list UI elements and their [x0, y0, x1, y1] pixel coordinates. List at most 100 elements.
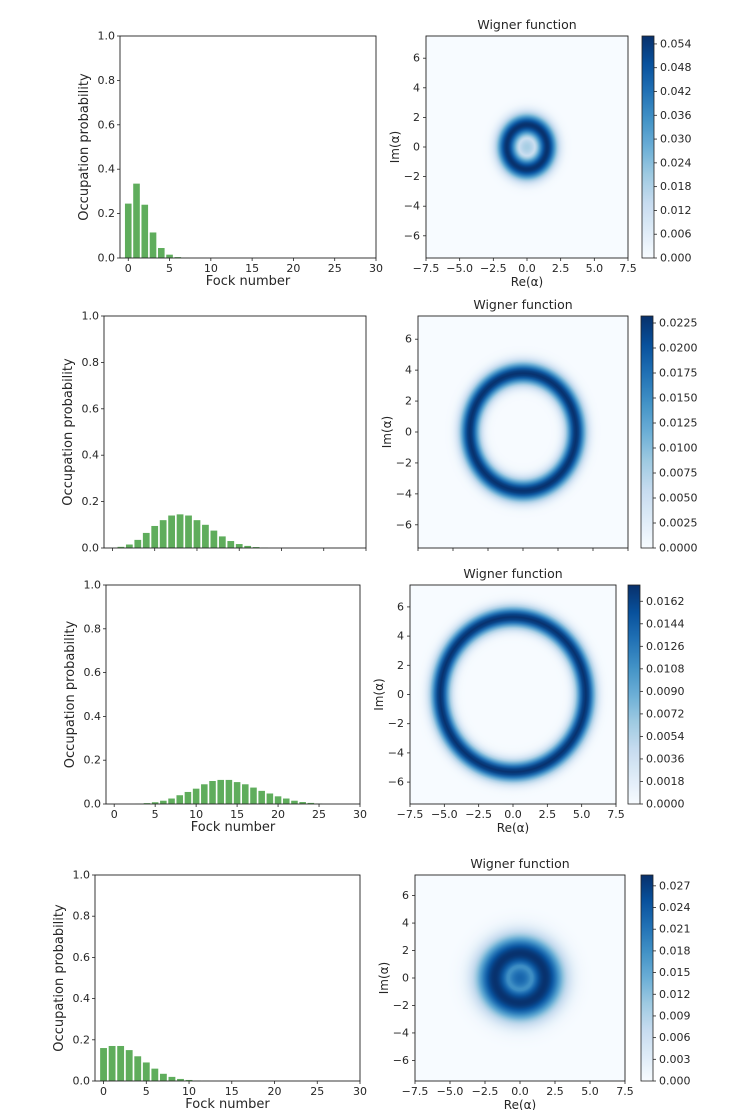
y-tick-label: −2 [404, 170, 420, 183]
y-tick-label: 2 [397, 659, 404, 672]
colorbar-tick-label: 0.0050 [659, 492, 698, 505]
colorbar-tick-label: 0.0075 [659, 467, 698, 480]
y-tick-label: −6 [388, 776, 404, 789]
x-tick-label: 0.0 [511, 1085, 529, 1098]
colorbar-tick-label: 0.0000 [646, 798, 685, 811]
bar-fock-4 [142, 532, 150, 548]
wigner-ring [408, 583, 618, 806]
x-tick-label: 0.0 [518, 262, 536, 275]
y-tick-label: 0.2 [98, 207, 116, 220]
bar-fock-15 [233, 782, 241, 804]
occupation-chart-6: 0.0 0.2 0.4 0.6 0.8 1.0 0 5 10 15 20 25 30 Fock numbe… [52, 869, 367, 1110]
x-tick-label: 30 [369, 262, 383, 275]
bar-fock-2 [117, 1045, 125, 1081]
colorbar-tick-label: 0.000 [660, 252, 692, 265]
y-tick-label: −4 [396, 487, 412, 500]
colorbar-tick-label: 0.012 [659, 988, 691, 1001]
wigner-ring [434, 893, 606, 1063]
colorbar-tick-label: 0.0000 [659, 542, 698, 555]
y-tick-label: −4 [388, 746, 404, 759]
x-tick-label: 15 [225, 1085, 239, 1098]
y-tick-label: −6 [393, 1054, 409, 1067]
y-tick-label: 1.0 [98, 30, 116, 43]
bar-fock-21 [282, 798, 290, 804]
colorbar-tick-label: 0.0036 [646, 752, 685, 765]
x-tick-label: 2.5 [539, 808, 557, 821]
bar-fock-12 [210, 530, 218, 548]
colorbar-tick-label: 0.048 [660, 61, 692, 74]
colorbar-tick-label: 0.042 [660, 85, 692, 98]
bar-fock-5 [142, 1062, 150, 1081]
x-tick-label: 20 [268, 1085, 282, 1098]
y-axis-label: Im(α) [377, 962, 391, 995]
colorbar-tick-label: 0.0144 [646, 617, 685, 630]
y-tick-label: 2 [405, 395, 412, 408]
x-tick-label: 20 [271, 808, 285, 821]
x-tick-label: 15 [230, 808, 244, 821]
x-axis-label: Re(α) [511, 275, 543, 289]
colorbar-tick-label: 0.006 [659, 1031, 691, 1044]
y-tick-label: 0.6 [98, 118, 116, 131]
wigner-plot-5: Wigner function 6 4 2 0 −2 −4 −6 −7.5 −5.0 −2.5 0.0… [372, 566, 625, 835]
y-axis-label: Occupation probability [63, 621, 78, 769]
bar-fock-5 [166, 254, 173, 258]
colorbar-tick-label: 0.0090 [646, 685, 685, 698]
x-tick-label: 5.0 [586, 262, 604, 275]
y-axis-label: Occupation probability [52, 904, 67, 1052]
x-axis-label: Fock number [191, 820, 276, 835]
colorbar-tick-label: 0.0150 [659, 392, 698, 405]
y-tick-label: −4 [393, 1026, 409, 1039]
colorbar-tick-label: 0.024 [660, 156, 692, 169]
bar-fock-20 [274, 796, 282, 804]
bar-fock-7 [159, 1073, 167, 1081]
x-tick-label: −2.5 [465, 808, 492, 821]
y-tick-label: 0.4 [73, 992, 91, 1005]
x-tick-label: 2.5 [552, 262, 570, 275]
x-tick-label: 30 [353, 1085, 367, 1098]
plot-title: Wigner function [477, 17, 576, 32]
bar-fock-4 [134, 1056, 142, 1081]
y-tick-label: 0.8 [84, 622, 102, 635]
x-tick-label: 5 [143, 1085, 150, 1098]
y-tick-label: 4 [405, 364, 412, 377]
y-tick-label: 0.8 [82, 356, 100, 369]
colorbar-tick-label: 0.0054 [646, 730, 685, 743]
colorbar-tick-label: 0.027 [659, 879, 691, 892]
colorbar-tick-label: 0.0126 [646, 640, 685, 653]
bar-fock-3 [149, 232, 157, 258]
y-tick-label: 0.0 [73, 1075, 91, 1088]
bar-fock-6 [160, 800, 167, 804]
plot-title: Wigner function [473, 297, 572, 312]
bar-fock-12 [209, 781, 216, 804]
bar-fock-11 [202, 524, 209, 548]
colorbar-tick-label: 0.009 [659, 1009, 691, 1022]
bar-fock-17 [250, 787, 257, 804]
x-tick-label: 0 [111, 808, 118, 821]
y-tick-label: 6 [413, 52, 420, 65]
y-tick-label: −2 [388, 717, 404, 730]
y-tick-label: 1.0 [84, 579, 102, 592]
x-tick-label: 25 [312, 808, 326, 821]
bar-fock-1 [117, 546, 125, 548]
y-tick-label: 0 [397, 688, 404, 701]
colorbar-tick-label: 0.036 [660, 109, 692, 122]
wigner-plot-3: Wigner function 6 4 2 0 −2 −4 −6 Im(α) [380, 297, 629, 551]
x-tick-label: 5 [166, 262, 173, 275]
x-axis-label: Re(α) [497, 821, 529, 835]
colorbar-tick-label: 0.0072 [646, 707, 685, 720]
y-tick-label: 0.4 [98, 163, 116, 176]
colorbar-scale [640, 315, 654, 549]
y-tick-label: 0.6 [73, 951, 91, 964]
x-axis-label: Fock number [206, 274, 291, 289]
bar-fock-7 [168, 798, 175, 804]
y-tick-label: 0.2 [73, 1033, 91, 1046]
x-tick-label: −5.0 [446, 262, 473, 275]
bar-fock-3 [125, 1050, 133, 1081]
x-tick-label: 30 [353, 808, 367, 821]
y-tick-label: −6 [404, 229, 420, 242]
x-tick-label: 15 [245, 262, 259, 275]
x-tick-label: 25 [328, 262, 342, 275]
colorbar-tick-label: 0.0200 [659, 342, 698, 355]
x-tick-label: 0 [125, 262, 132, 275]
x-tick-label: −2.5 [472, 1085, 499, 1098]
